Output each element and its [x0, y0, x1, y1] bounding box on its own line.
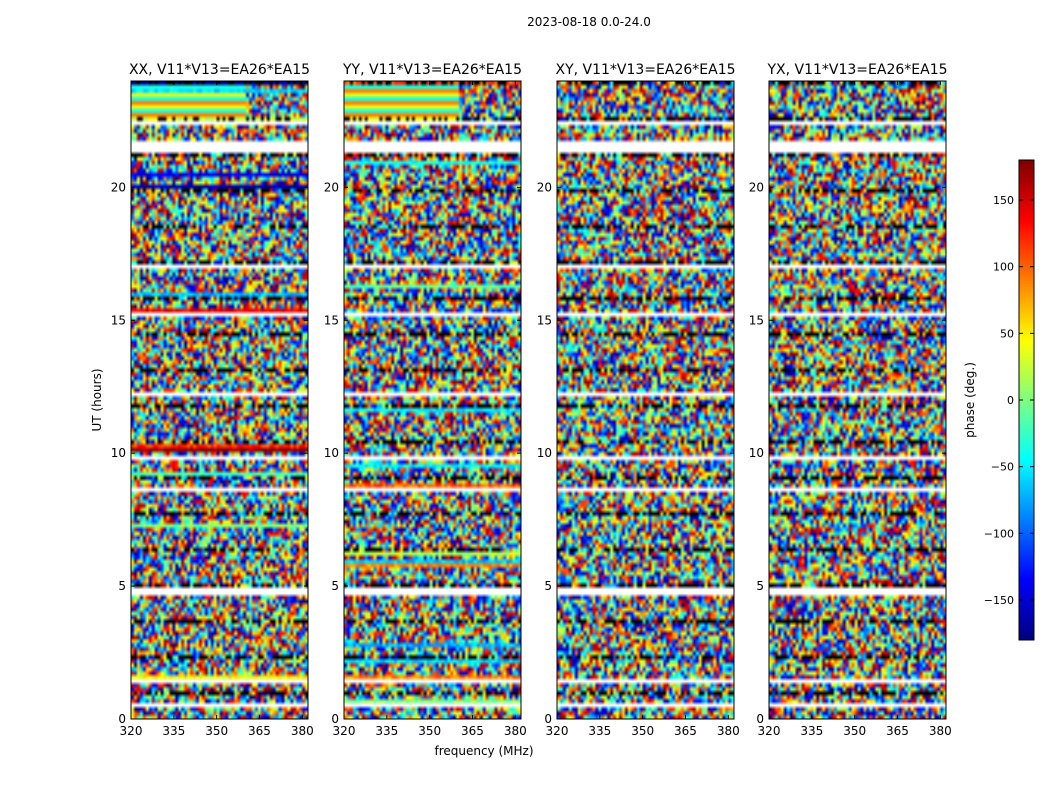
- figure-suptitle: 2023-08-18 0.0-24.0: [527, 15, 651, 29]
- colorbar-tick-label-2: −50: [991, 461, 1014, 474]
- panel-frame-2: [556, 80, 735, 720]
- phase-heatmap-0: [131, 81, 308, 719]
- panel-frame-1: [343, 80, 522, 720]
- phase-heatmap-1: [344, 81, 521, 719]
- x-tick-label-1-0: 320: [333, 724, 356, 738]
- panel-2: XY, V11*V13=EA26*EA15 320 335 350 365 380 0 5 10…: [537, 62, 740, 738]
- x-tick-label-2-1: 335: [588, 724, 611, 738]
- y-tick-label-2-1: 5: [544, 579, 552, 593]
- x-tick-label-0-1: 335: [162, 724, 185, 738]
- panel-title-0: XX, V11*V13=EA26*EA15: [129, 62, 310, 78]
- y-tick-label-3-3: 15: [749, 313, 764, 327]
- x-tick-label-3-3: 365: [886, 724, 909, 738]
- panel-frame-3: [768, 80, 947, 720]
- y-tick-label-0-2: 10: [111, 446, 126, 460]
- y-tick-label-1-0: 0: [331, 712, 339, 726]
- y-tick-label-2-4: 20: [537, 180, 552, 194]
- colorbar: −150 −100 −50 0 50 100 150 phase (deg.): [963, 159, 1035, 641]
- colorbar-tick-label-5: 100: [993, 261, 1014, 274]
- y-tick-label-0-0: 0: [118, 712, 126, 726]
- y-tick-label-2-2: 10: [537, 446, 552, 460]
- panel-title-3: YX, V11*V13=EA26*EA15: [766, 62, 947, 78]
- panel-3: YX, V11*V13=EA26*EA15 320 335 350 365 380 0 5 10…: [749, 62, 952, 738]
- y-tick-label-1-1: 5: [331, 579, 339, 593]
- colorbar-tick-label-6: 150: [993, 194, 1014, 207]
- colorbar-gradient: [1019, 160, 1034, 640]
- y-tick-label-3-4: 20: [749, 180, 764, 194]
- y-axis-label: UT (hours): [90, 368, 104, 431]
- y-tick-label-3-0: 0: [756, 712, 764, 726]
- phase-heatmap-3: [769, 81, 946, 719]
- x-tick-label-0-4: 380: [291, 724, 314, 738]
- colorbar-tick-label-1: −100: [984, 527, 1014, 540]
- colorbar-label: phase (deg.): [963, 362, 977, 438]
- y-tick-label-1-3: 15: [324, 313, 339, 327]
- y-tick-label-0-3: 15: [111, 313, 126, 327]
- panels-group: XX, V11*V13=EA26*EA15 320 335 350 365 380 0 5 10…: [111, 62, 952, 738]
- x-tick-label-2-0: 320: [546, 724, 569, 738]
- y-tick-label-2-0: 0: [544, 712, 552, 726]
- x-tick-label-3-1: 335: [800, 724, 823, 738]
- panel-1: YY, V11*V13=EA26*EA15 320 335 350 365 380 0 5 10…: [324, 62, 527, 738]
- y-tick-label-3-2: 10: [749, 446, 764, 460]
- y-tick-label-3-1: 5: [756, 579, 764, 593]
- x-tick-label-3-4: 380: [929, 724, 952, 738]
- x-axis-label: frequency (MHz): [434, 744, 533, 758]
- y-tick-label-2-3: 15: [537, 313, 552, 327]
- panel-0: XX, V11*V13=EA26*EA15 320 335 350 365 380 0 5 10…: [111, 62, 314, 738]
- x-tick-label-1-4: 380: [504, 724, 527, 738]
- colorbar-tick-label-3: 0: [1007, 394, 1014, 407]
- y-tick-label-0-4: 20: [111, 180, 126, 194]
- x-tick-label-0-3: 365: [248, 724, 271, 738]
- x-tick-label-3-0: 320: [758, 724, 781, 738]
- colorbar-tick-label-0: −150: [984, 594, 1014, 607]
- y-tick-label-0-1: 5: [118, 579, 126, 593]
- x-tick-label-2-3: 365: [674, 724, 697, 738]
- panel-frame-0: [130, 80, 309, 720]
- x-tick-label-0-2: 350: [205, 724, 228, 738]
- x-tick-label-2-2: 350: [631, 724, 654, 738]
- x-tick-label-1-1: 335: [375, 724, 398, 738]
- panel-title-1: YY, V11*V13=EA26*EA15: [342, 62, 522, 78]
- colorbar-tick-label-4: 50: [1000, 327, 1014, 340]
- y-tick-label-1-2: 10: [324, 446, 339, 460]
- x-tick-label-1-2: 350: [418, 724, 441, 738]
- x-tick-label-0-0: 320: [120, 724, 143, 738]
- x-tick-label-3-2: 350: [843, 724, 866, 738]
- y-tick-label-1-4: 20: [324, 180, 339, 194]
- phase-heatmap-2: [557, 81, 734, 719]
- panel-title-2: XY, V11*V13=EA26*EA15: [555, 62, 735, 78]
- x-tick-label-2-4: 380: [717, 724, 740, 738]
- x-tick-label-1-3: 365: [461, 724, 484, 738]
